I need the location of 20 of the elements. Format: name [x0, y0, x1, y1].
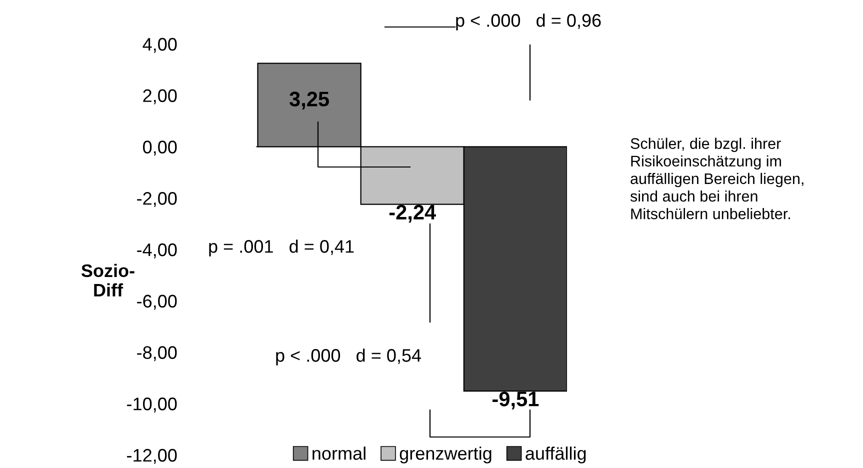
y-tick-label: -4,00 — [137, 243, 177, 258]
data-label: -9,51 — [492, 392, 539, 410]
annotation: p < .000 d = 0,54 — [276, 348, 422, 366]
legend-label: normal — [312, 446, 366, 460]
y-tick-label: -8,00 — [137, 346, 177, 362]
y-tick-label: -2,00 — [137, 192, 177, 207]
y-tick-label: -10,00 — [127, 398, 177, 412]
text: Schüler, die bzgl. ihrer Risikoeinschätzung im auffälligen Bereich liegen, sind auch bei ihren Mitschülern unbeliebter. — [630, 138, 804, 220]
legend-label: auffällig — [526, 446, 586, 464]
y-tick-label: -6,00 — [137, 294, 177, 310]
legend-label: grenzwertig — [400, 446, 492, 464]
text: p < .000 d = 0,96 — [456, 14, 601, 30]
annotation: p = .001 d = 0,41 — [209, 240, 354, 256]
y-tick-label: -12,00 — [127, 448, 177, 464]
data-label: -2,24 — [389, 204, 436, 223]
y-tick-label: 0,00 — [143, 140, 177, 156]
y-tick-label: 2,00 — [143, 89, 177, 104]
y-tick-label: 4,00 — [142, 38, 177, 53]
data-label: 3,25 — [289, 92, 329, 110]
y-axis-title: Sozio- Diff — [81, 264, 134, 296]
